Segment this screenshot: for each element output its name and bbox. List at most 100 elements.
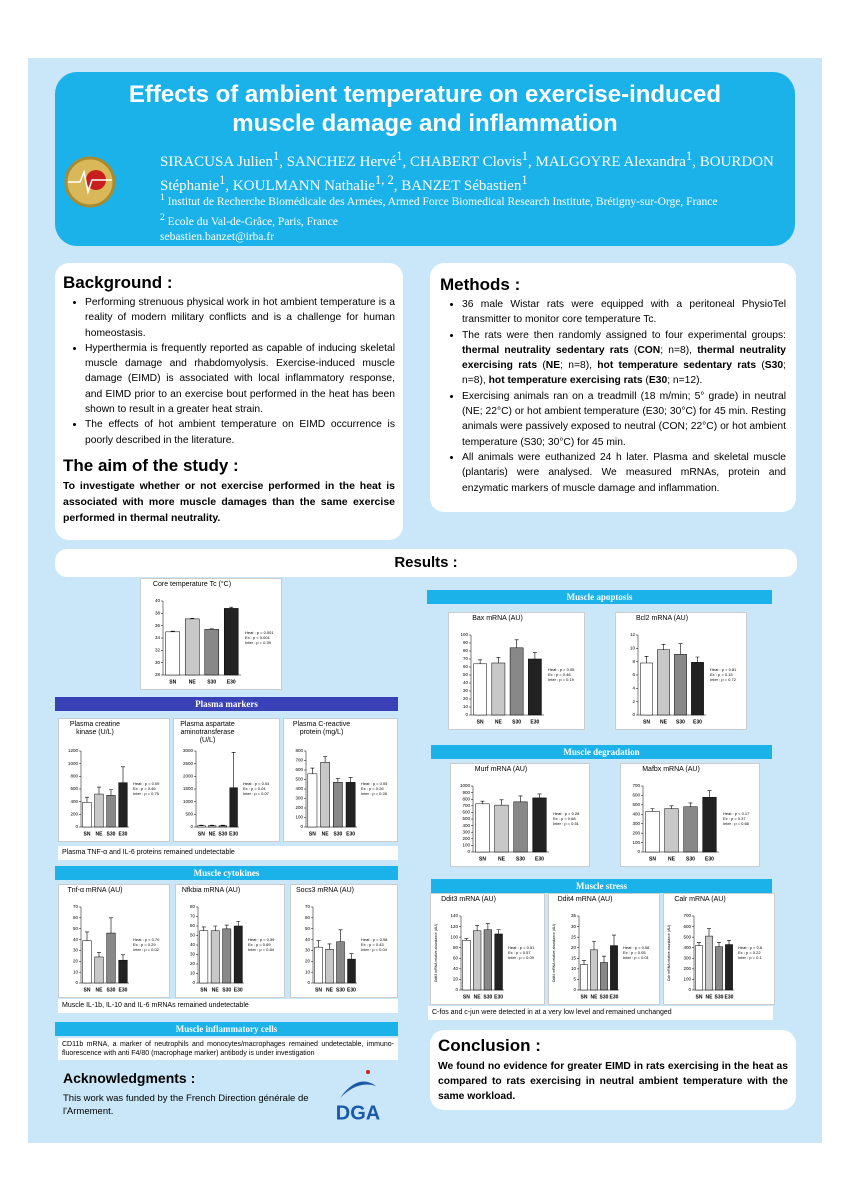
- y-tick-label: 20: [73, 958, 79, 963]
- chart-plot: 0 10 20 30 40 50 60 70 SN NE S30 E30: [305, 904, 357, 993]
- error-bar: [97, 786, 101, 795]
- y-tick-label: 0: [637, 849, 640, 854]
- list-item: The rats were then randomly assigned to …: [462, 328, 786, 389]
- x-tick-label: NE: [189, 679, 197, 685]
- bar: [580, 964, 588, 991]
- bar: [208, 825, 217, 828]
- y-tick-label: 30: [190, 952, 196, 957]
- y-tick-label: 32: [155, 648, 161, 653]
- stat-line: Heat : p = 0.04: [243, 781, 270, 786]
- x-tick-label: E30: [227, 679, 236, 685]
- y-tick-label: 200: [462, 836, 470, 841]
- error-bar: [697, 942, 701, 946]
- conclusion-text: We found no evidence for greater EIMD in…: [438, 1061, 788, 1102]
- y-tick-label: 30: [571, 924, 577, 929]
- y-tick-label: 100: [462, 843, 470, 848]
- y-tick-label: 35: [571, 913, 577, 918]
- stat-line: Heat : p = 0.28: [553, 811, 580, 816]
- text-run: 1: [521, 149, 529, 163]
- note: Plasma TNF-α and IL-6 proteins remained …: [58, 846, 398, 860]
- y-tick-label: 0: [192, 980, 195, 985]
- error-bar: [592, 941, 596, 950]
- x-tick-label: SN: [581, 994, 588, 1000]
- y-tick-label: 15: [571, 955, 577, 960]
- text-run: ; n=8),: [462, 360, 786, 387]
- text-run: 1: [160, 192, 165, 203]
- y-tick-label: 34: [155, 635, 161, 640]
- y-tick-label: 400: [632, 811, 640, 816]
- y-tick-label: 30: [305, 948, 311, 953]
- error-bar: [109, 917, 113, 934]
- y-tick-label: 50: [463, 672, 469, 677]
- bar: [82, 940, 92, 984]
- error-bar: [190, 617, 195, 619]
- stat-line: Inter : p = 0.01: [623, 955, 649, 960]
- y-tick-label: 900: [462, 790, 470, 795]
- y-tick-label: 0: [632, 712, 635, 717]
- text-run: ; n=8),: [660, 344, 698, 356]
- y-tick-label: 70: [190, 914, 196, 919]
- error-bar: [121, 954, 125, 961]
- y-tick-label: 80: [190, 904, 196, 909]
- text-run: Exercising animals ran on a treadmill (1…: [462, 390, 786, 448]
- text-run: , CHABERT Clovis: [402, 154, 522, 170]
- error-bar: [478, 659, 483, 664]
- x-tick-label: S30: [107, 831, 116, 837]
- error-bar: [323, 756, 328, 763]
- stats: Heat : p = 0.05 Ex : p = 0.46 Inter : p = …: [548, 667, 582, 682]
- stat-line: Inter : p = 0.84: [248, 947, 274, 952]
- bar: [494, 804, 509, 853]
- text-run: hot temperature exercising rats: [488, 375, 643, 387]
- y-tick-label: 10: [73, 969, 79, 974]
- x-tick-label: SN: [309, 831, 316, 837]
- bar: [702, 797, 717, 853]
- y-tick-label: 500: [185, 812, 193, 817]
- error-bar: [661, 644, 666, 650]
- x-tick-label: E30: [693, 719, 702, 725]
- chart-title: Plasma creatine kinase (U/L): [69, 721, 121, 736]
- chart-title: Socs3 mRNA (AU): [296, 887, 354, 894]
- y-tick-label: 1000: [68, 761, 79, 766]
- x-tick-label: S30: [676, 719, 685, 725]
- chart-plot: 0 2 4 6 8 10 12 SN NE S30 E30: [630, 632, 706, 725]
- error-bar: [688, 802, 693, 807]
- stats: Heat : p = 0.28 Ex : p = 0.68 Inter : p = …: [553, 811, 587, 826]
- section-header: Muscle degradation: [431, 745, 772, 759]
- y-tick-label: 60: [453, 955, 459, 960]
- y-tick-label: 30: [155, 660, 161, 665]
- error-bar: [707, 928, 711, 937]
- section-header: Muscle stress: [431, 879, 772, 893]
- stat-line: Heat : p = 0.17: [723, 811, 750, 816]
- y-tick-label: 10: [463, 704, 469, 709]
- x-tick-label: SN: [477, 719, 484, 725]
- chart-plot: 0 10 20 30 40 50 60 70 SN NE S30 E30: [73, 904, 129, 993]
- text-run: hot temperature sedentary rats: [597, 360, 757, 372]
- chart-plot: 0 10 20 30 40 50 60 70 80 SN NE S30 E30: [190, 904, 244, 993]
- bar: [118, 782, 128, 828]
- chart-title: Bax mRNA (AU): [472, 615, 523, 622]
- x-tick-label: E30: [346, 831, 355, 837]
- y-tick-label: 800: [295, 748, 303, 753]
- x-tick-label: NE: [474, 994, 482, 1000]
- error-bar: [349, 953, 354, 960]
- y-tick-label: 20: [453, 977, 459, 982]
- stat-line: Heat : p = 0.05: [361, 781, 388, 786]
- heading: Conclusion :: [438, 1036, 541, 1055]
- stats: Heat : p = 0.98 Ex : p = 0.43 Inter : p = …: [361, 937, 395, 952]
- chart-plot: 0 5 10 15 20 25 30 35 Ddit4 mRNA relative abunda…: [552, 913, 619, 1000]
- bar: [229, 787, 238, 828]
- x-tick-label: NE: [326, 987, 334, 993]
- y-tick-label: 40: [453, 966, 459, 971]
- x-tick-label: NE: [706, 994, 714, 1000]
- y-tick-label: 600: [70, 786, 78, 791]
- error-bar: [532, 652, 537, 659]
- y-tick-label: 20: [190, 961, 196, 966]
- y-tick-label: 40: [73, 937, 79, 942]
- text-run: thermal neutrality exercising rats: [462, 344, 786, 372]
- stat-line: Ex : p = 0.68: [553, 816, 576, 821]
- section-header: Plasma markers: [55, 697, 398, 711]
- error-bar: [464, 938, 469, 941]
- text-run: (: [642, 375, 649, 387]
- stat-line: Ex : p = 0.57: [508, 950, 531, 955]
- y-tick-label: 50: [73, 926, 79, 931]
